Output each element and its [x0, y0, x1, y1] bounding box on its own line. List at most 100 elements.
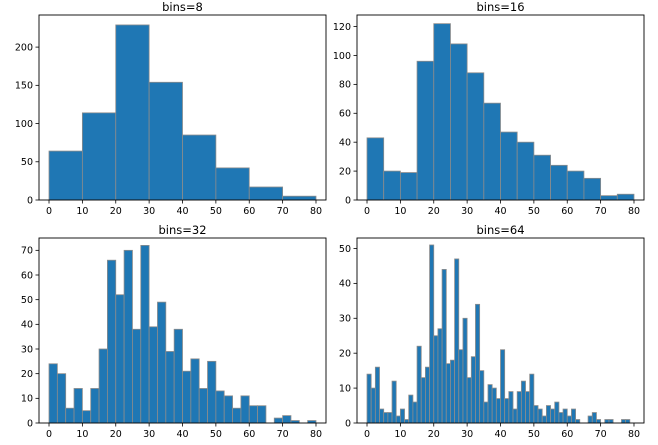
histogram-bar [366, 373, 372, 424]
histogram-bar [379, 408, 385, 424]
x-tick-label: 30 [143, 429, 155, 440]
x-tick-label: 50 [210, 429, 222, 440]
histogram-bar [550, 164, 568, 201]
histogram-bar [366, 137, 385, 201]
x-tick-label: 10 [76, 429, 88, 440]
y-tick-label: 40 [21, 320, 33, 331]
histogram-bar [604, 419, 610, 424]
histogram-bar [148, 81, 183, 201]
histogram-bar [533, 405, 539, 424]
histogram-bar [470, 356, 476, 424]
x-tick-label: 40 [494, 206, 506, 217]
histogram-bar [282, 195, 317, 201]
x-tick-label: 10 [76, 206, 88, 217]
histogram-bar [73, 388, 83, 424]
histogram-bar [587, 415, 593, 424]
histogram-bar [81, 410, 92, 424]
histogram-bar [487, 384, 493, 424]
histogram-panel-4: 0 10 20 30 40 50 60 70 80 0 10 20 30 40 50 bins=64 [339, 223, 645, 440]
x-tick-label: 70 [277, 429, 289, 440]
y-tick-label: 70 [21, 246, 33, 257]
histogram-bar [621, 419, 627, 424]
y-tick-label: 20 [339, 348, 351, 359]
histogram-bar [374, 366, 380, 424]
x-tick-label: 0 [364, 206, 370, 217]
histogram-bar [558, 412, 564, 424]
histogram-bar [508, 391, 514, 424]
y-tick-label: 20 [21, 369, 33, 380]
histogram-bar [533, 154, 551, 201]
histogram-bar [500, 349, 506, 424]
y-tick-label: 0 [27, 195, 33, 206]
x-tick-label: 0 [46, 206, 52, 217]
y-tick-label: 50 [339, 244, 351, 255]
histogram-bar [115, 24, 150, 201]
histogram-bar [81, 112, 117, 201]
histogram-bar [591, 412, 597, 424]
histogram-bar [132, 328, 142, 424]
histogram-bar [554, 401, 560, 424]
histogram-bar [583, 177, 602, 201]
histogram-bar [182, 134, 217, 201]
y-tick-label: 20 [339, 166, 351, 177]
histogram-bar [433, 23, 451, 201]
histogram-bar [282, 415, 292, 424]
histogram-bar [416, 60, 435, 201]
y-tick-label: 60 [339, 109, 351, 120]
histogram-bar [123, 249, 133, 424]
histogram-bar [433, 335, 439, 424]
x-tick-label: 80 [310, 429, 322, 440]
x-tick-label: 40 [176, 429, 188, 440]
histogram-bar [616, 193, 635, 201]
x-tick-label: 30 [461, 429, 473, 440]
histogram-bar [437, 328, 443, 424]
histogram-bar [516, 141, 535, 201]
histogram-bar [625, 419, 631, 424]
histogram-bar [215, 390, 225, 424]
y-tick-label: 100 [333, 51, 351, 62]
histogram-bar [257, 405, 267, 424]
histogram-bar [483, 102, 501, 201]
histogram-panel-2: 0 10 20 30 40 50 60 70 80 0 20 40 60 80 100 120 bins=16 [333, 0, 645, 217]
x-tick-label: 10 [394, 206, 406, 217]
y-tick-label: 0 [345, 195, 351, 206]
x-tick-label: 50 [528, 206, 540, 217]
histogram-bar [416, 345, 422, 424]
x-tick-label: 60 [561, 206, 573, 217]
histogram-bar [399, 172, 418, 201]
histogram-bar [596, 419, 602, 424]
histogram-bar [399, 408, 405, 424]
y-tick-label: 50 [21, 157, 33, 168]
histogram-panel-3: 0 10 20 30 40 50 60 70 80 0 10 20 30 40 50 60 70 bins=32 [21, 223, 327, 440]
x-tick-label: 20 [110, 429, 122, 440]
histogram-bar [537, 408, 543, 424]
x-tick-label: 0 [46, 429, 52, 440]
histogram-bar [516, 391, 522, 424]
y-tick-label: 10 [339, 383, 351, 394]
x-tick-label: 0 [364, 429, 370, 440]
histogram-bar [157, 301, 167, 424]
histogram-bar [571, 408, 576, 424]
y-tick-label: 40 [339, 279, 351, 290]
histogram-bar [495, 398, 501, 424]
y-tick-label: 40 [339, 137, 351, 148]
histogram-bar [65, 407, 75, 424]
histogram-bar [223, 395, 233, 424]
histogram-bar [190, 358, 200, 424]
x-tick-label: 70 [277, 206, 289, 217]
histogram-bar [232, 407, 242, 424]
histogram-bar [541, 415, 547, 424]
y-tick-label: 200 [15, 42, 33, 53]
histogram-bar [248, 186, 284, 201]
chart-title: bins=8 [162, 0, 203, 14]
histogram-bar [182, 370, 192, 424]
x-tick-label: 30 [461, 206, 473, 217]
histogram-bar [420, 377, 426, 424]
histogram-bar [529, 373, 535, 424]
histogram-bar [140, 244, 150, 424]
histogram-bar [450, 43, 468, 201]
histogram-bar [450, 359, 456, 424]
histogram-bar [475, 303, 481, 424]
histogram-bar [370, 387, 376, 424]
x-tick-label: 80 [628, 206, 640, 217]
